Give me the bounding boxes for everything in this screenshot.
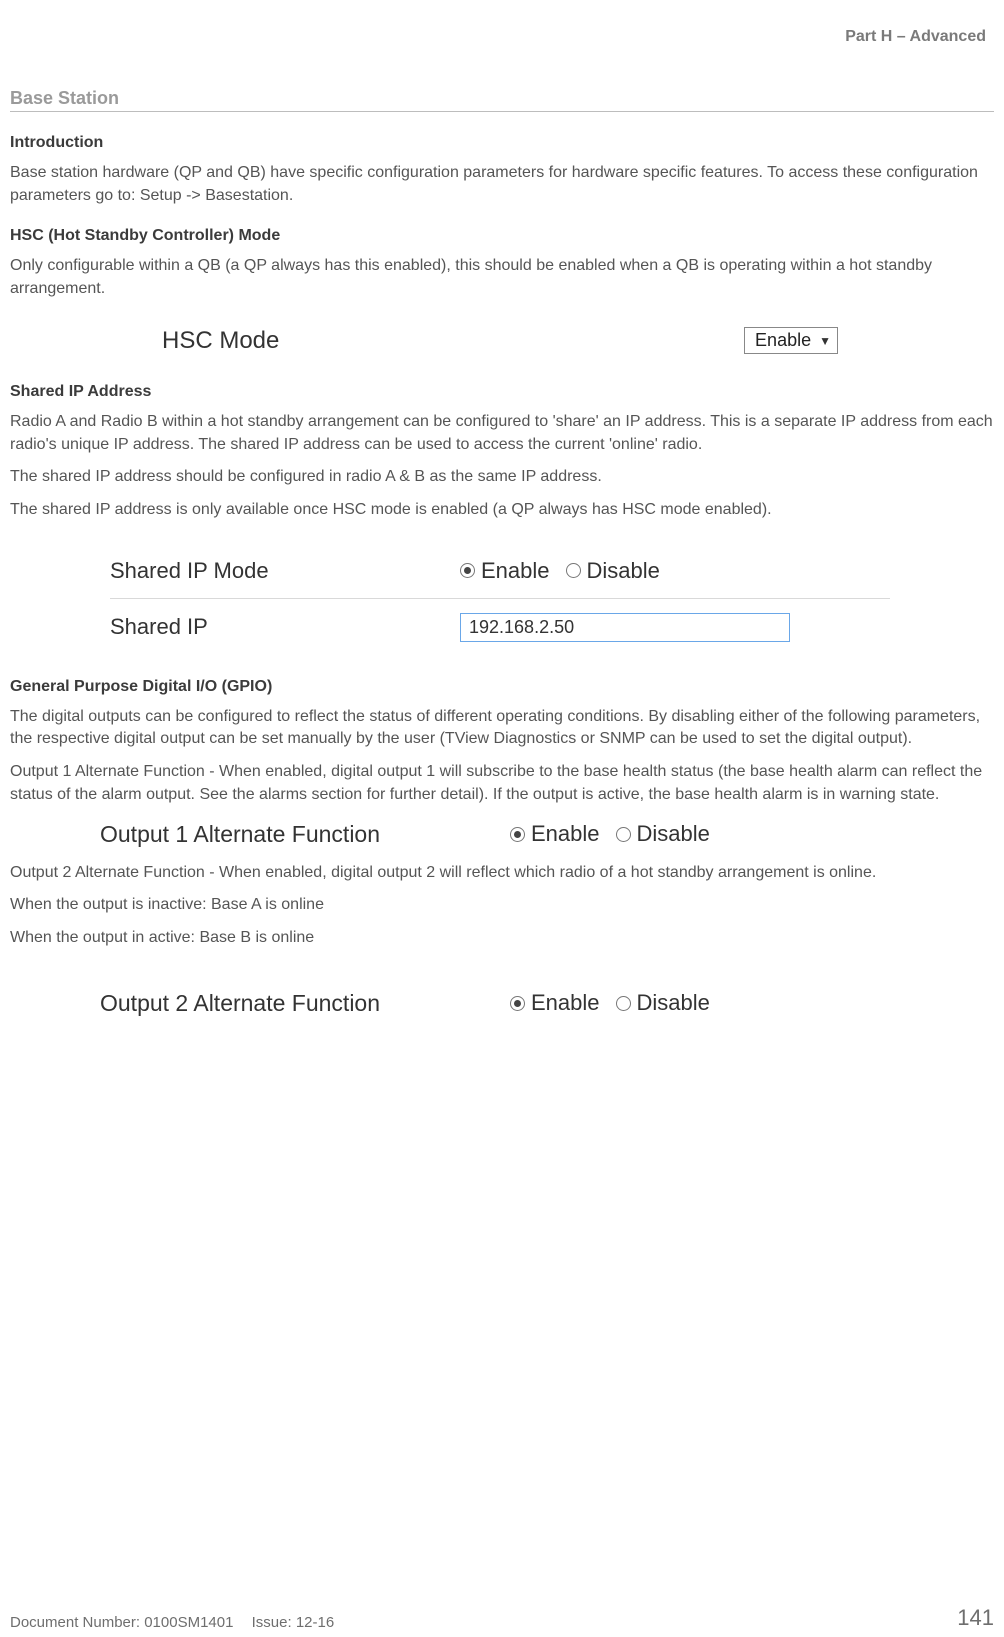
gpio-p5: When the output in active: Base B is onl… — [10, 927, 994, 950]
shared-ip-mode-disable-radio[interactable] — [566, 563, 581, 578]
gpio-p4: When the output is inactive: Base A is o… — [10, 894, 994, 917]
shared-ip-p2: The shared IP address should be configur… — [10, 466, 994, 489]
gpio-p3: Output 2 Alternate Function - When enabl… — [10, 862, 994, 885]
output2-enable-radio[interactable] — [510, 996, 525, 1011]
shared-ip-mode-disable-label: Disable — [587, 558, 660, 584]
shared-ip-p3: The shared IP address is only available … — [10, 499, 994, 522]
footer-issue: Issue: 12-16 — [252, 1614, 335, 1631]
hsc-mode-label: HSC Mode — [162, 327, 279, 355]
gpio-p2: Output 1 Alternate Function - When enabl… — [10, 761, 994, 806]
heading-hsc-mode: HSC (Hot Standby Controller) Mode — [10, 227, 994, 245]
shared-ip-input[interactable] — [460, 613, 790, 642]
output2-disable-label: Disable — [637, 990, 710, 1016]
output2-radio-group: Enable Disable — [510, 990, 710, 1016]
heading-shared-ip: Shared IP Address — [10, 383, 994, 401]
intro-paragraph: Base station hardware (QP and QB) have s… — [10, 162, 994, 207]
page-header-part: Part H – Advanced — [10, 0, 994, 46]
shared-ip-mode-row: Shared IP Mode Enable Disable — [110, 544, 890, 598]
page-footer: Document Number: 0100SM1401 Issue: 12-16… — [10, 1605, 994, 1631]
heading-introduction: Introduction — [10, 134, 994, 152]
figure-output2: Output 2 Alternate Function Enable Disab… — [100, 990, 920, 1017]
shared-ip-mode-radio-group: Enable Disable — [460, 558, 660, 584]
output1-disable-radio[interactable] — [616, 827, 631, 842]
figure-hsc-mode: HSC Mode Enable ▼ — [150, 319, 850, 363]
output2-enable-label: Enable — [531, 990, 600, 1016]
hsc-mode-select-value: Enable — [755, 330, 811, 351]
footer-doc-number: Document Number: 0100SM1401 — [10, 1614, 233, 1631]
output1-disable-label: Disable — [637, 821, 710, 847]
heading-gpio: General Purpose Digital I/O (GPIO) — [10, 678, 994, 696]
shared-ip-p1: Radio A and Radio B within a hot standby… — [10, 411, 994, 456]
shared-ip-mode-label: Shared IP Mode — [110, 558, 460, 584]
footer-page-number: 141 — [957, 1605, 994, 1631]
shared-ip-value-row: Shared IP — [110, 598, 890, 656]
hsc-mode-select[interactable]: Enable ▼ — [744, 327, 838, 354]
shared-ip-value-label: Shared IP — [110, 614, 460, 640]
output1-radio-group: Enable Disable — [510, 821, 710, 847]
gpio-p1: The digital outputs can be configured to… — [10, 706, 994, 751]
output2-label: Output 2 Alternate Function — [100, 990, 510, 1017]
output1-enable-label: Enable — [531, 821, 600, 847]
output2-disable-radio[interactable] — [616, 996, 631, 1011]
chevron-down-icon: ▼ — [819, 334, 831, 348]
hsc-paragraph: Only configurable within a QB (a QP alwa… — [10, 255, 994, 300]
section-title: Base Station — [10, 88, 994, 112]
output1-enable-radio[interactable] — [510, 827, 525, 842]
figure-shared-ip: Shared IP Mode Enable Disable Shared IP — [110, 544, 890, 656]
output1-label: Output 1 Alternate Function — [100, 821, 510, 848]
shared-ip-mode-enable-radio[interactable] — [460, 563, 475, 578]
figure-output1: Output 1 Alternate Function Enable Disab… — [100, 821, 920, 848]
shared-ip-mode-enable-label: Enable — [481, 558, 550, 584]
